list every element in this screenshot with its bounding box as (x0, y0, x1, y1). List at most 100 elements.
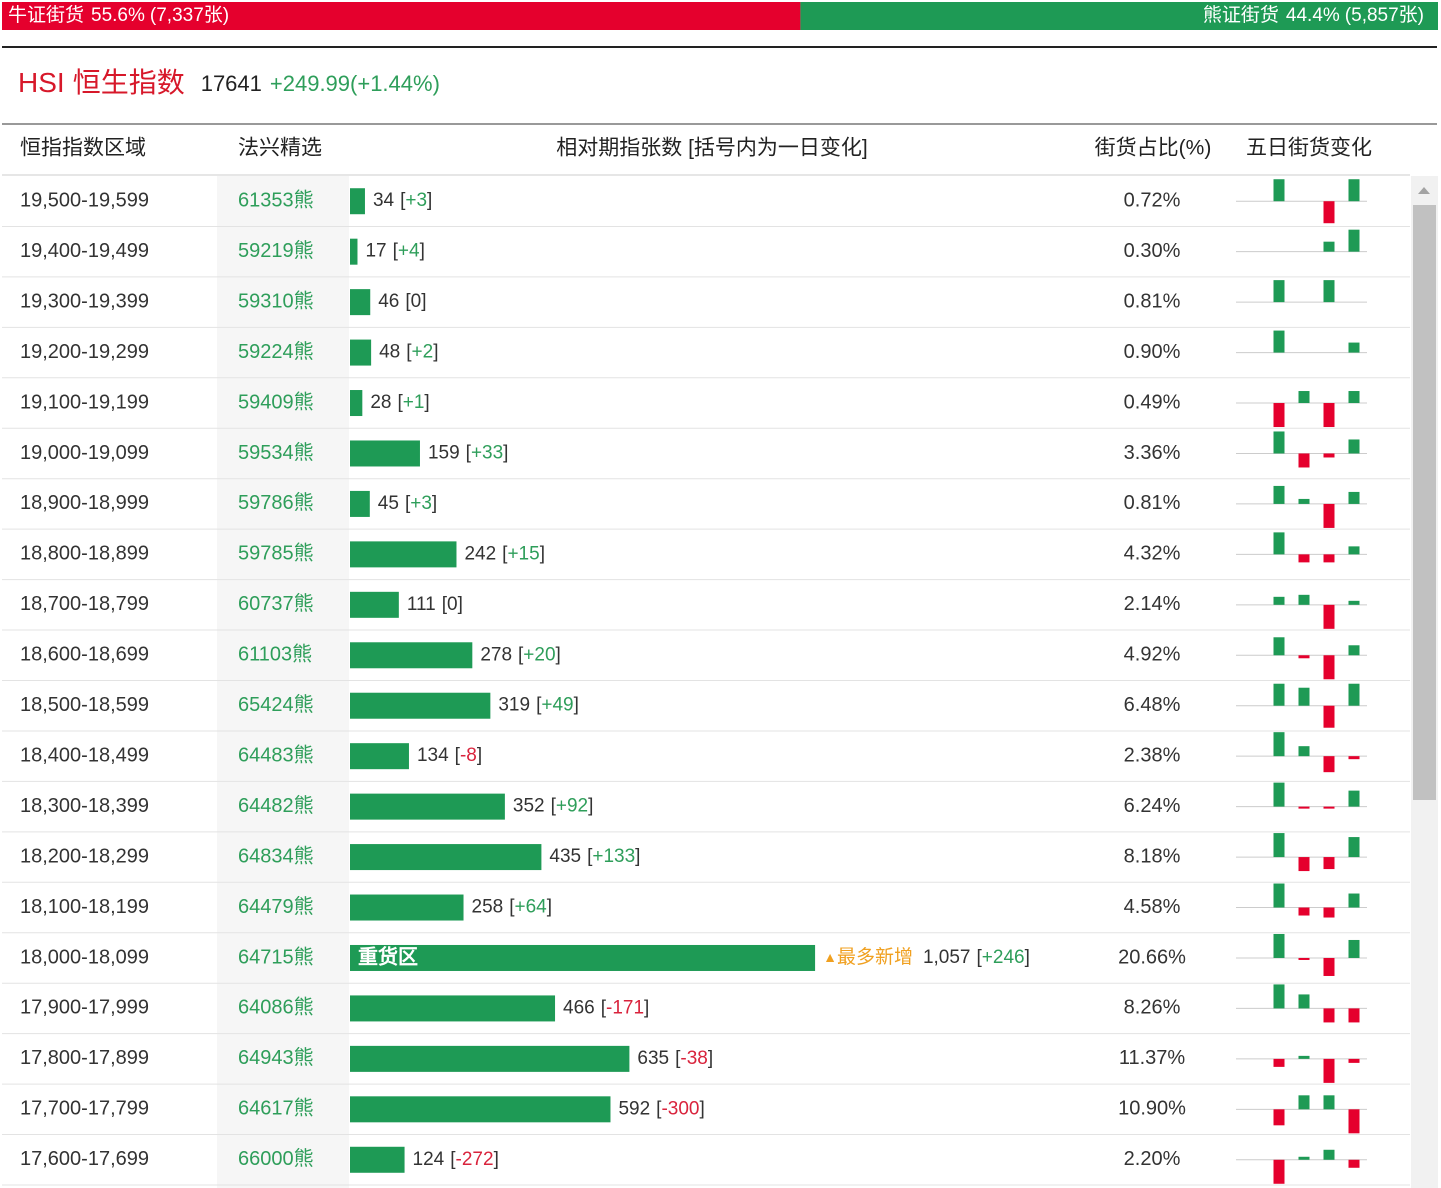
spark-bar (1273, 833, 1285, 858)
spark-bar (1298, 554, 1310, 563)
spark-bar (1273, 683, 1285, 706)
spark-bar (1348, 1159, 1360, 1168)
count-text: 319 [+49] (498, 695, 579, 716)
count-bar (350, 1146, 405, 1173)
spark-bar (1323, 655, 1335, 680)
share: 0.72% (1124, 190, 1181, 212)
bracket: [ (397, 392, 403, 413)
count-bar (350, 995, 556, 1022)
bear-label: 熊证街货 (1203, 4, 1279, 26)
spark-bar (1273, 984, 1285, 1009)
count-text: 242 [+15] (464, 543, 544, 564)
bracket: ] (503, 442, 508, 463)
bracket: ] (424, 392, 429, 413)
change: -38 (680, 1048, 707, 1069)
bear-count: (5,857张) (1345, 4, 1424, 26)
range: 18,200-18,299 (20, 845, 149, 867)
range: 19,200-19,299 (20, 341, 149, 363)
product-code: 64086熊 (238, 996, 314, 1019)
count-bar (350, 844, 542, 871)
count-bar (350, 289, 371, 316)
product-code: 61353熊 (238, 189, 314, 212)
count-bar (350, 692, 491, 719)
bracket: [ (509, 897, 515, 918)
share: 2.14% (1124, 593, 1181, 615)
product-code: 64482熊 (238, 794, 314, 817)
spark-bar (1273, 933, 1285, 958)
column-header: 五日街货变化 (1246, 137, 1372, 160)
bull-bar (2, 2, 801, 30)
count: 45 (378, 493, 399, 514)
note: 最多新增 (837, 946, 913, 968)
change: +92 (556, 796, 588, 817)
product-code: 65424熊 (238, 693, 314, 716)
share: 0.81% (1124, 492, 1181, 514)
range: 17,700-17,799 (20, 1098, 149, 1120)
bull-summary: 牛证街货 55.6% (7,337张) (8, 4, 229, 26)
product-code: 64715熊 (238, 945, 314, 968)
spark-bar (1323, 554, 1335, 563)
range: 18,600-18,699 (20, 644, 149, 666)
change: +3 (405, 190, 427, 211)
product-code: 64479熊 (238, 895, 314, 918)
share: 11.37% (1119, 1047, 1186, 1069)
spark-bar (1298, 806, 1310, 809)
change: +3 (410, 493, 432, 514)
product-code: 64483熊 (238, 743, 314, 766)
bracket: [ (518, 644, 524, 665)
spark-bar (1298, 994, 1310, 1009)
product-code: 64834熊 (238, 844, 314, 867)
range: 19,500-19,599 (20, 190, 149, 212)
spark-bar (1273, 532, 1285, 555)
share: 4.92% (1124, 644, 1181, 666)
change: -272 (456, 1149, 494, 1170)
count-bar (350, 1045, 630, 1072)
share: 3.36% (1124, 442, 1181, 464)
spark-bar (1348, 491, 1360, 504)
range: 18,800-18,899 (20, 543, 149, 565)
range: 17,600-17,699 (20, 1148, 149, 1170)
count: 48 (379, 342, 400, 363)
spark-bar (1348, 600, 1360, 605)
change: +49 (541, 695, 573, 716)
product-code: 59534熊 (238, 441, 314, 464)
scrollbar-thumb[interactable] (1413, 205, 1436, 800)
range: 18,100-18,199 (20, 896, 149, 918)
spark-bar (1348, 645, 1360, 656)
bear-bar (800, 2, 1438, 30)
count-bar (350, 238, 358, 265)
bear-pct: 44.4% (1286, 5, 1340, 26)
count-bar (350, 339, 372, 366)
bear-summary: 熊证街货 44.4% (5,857张) (1203, 4, 1424, 26)
change: -8 (460, 745, 477, 766)
share: 0.49% (1124, 391, 1181, 413)
spark-bar (1298, 655, 1310, 659)
bracket: [ (536, 695, 542, 716)
change: 0 (411, 291, 422, 312)
product-code: 66000熊 (238, 1147, 314, 1170)
column-header: 相对期指张数 [括号内为一日变化] (556, 137, 868, 160)
count-text: ▲最多新增 1,057 [+246] (823, 946, 1030, 968)
spark-bar (1298, 857, 1310, 872)
product-code: 60737熊 (238, 592, 314, 615)
count: 435 (549, 846, 581, 867)
range: 19,400-19,499 (20, 240, 149, 262)
bracket: [ (587, 846, 593, 867)
spark-bar (1348, 391, 1360, 404)
bracket: [ (400, 190, 406, 211)
spark-bar (1273, 1159, 1285, 1184)
spark-bar (1323, 1058, 1335, 1083)
spark-bar (1273, 330, 1285, 353)
spark-bar (1348, 546, 1360, 555)
spark-bar (1348, 893, 1360, 908)
spark-bar (1298, 1156, 1310, 1160)
scroll-up-arrow[interactable] (1418, 187, 1430, 194)
spark-bar (1298, 957, 1310, 960)
count-bar (350, 743, 409, 770)
spark-bar (1323, 907, 1335, 918)
spark-bar (1273, 637, 1285, 656)
spark-bar (1323, 1008, 1335, 1023)
spark-bar (1273, 883, 1285, 908)
spark-bar (1323, 201, 1335, 224)
